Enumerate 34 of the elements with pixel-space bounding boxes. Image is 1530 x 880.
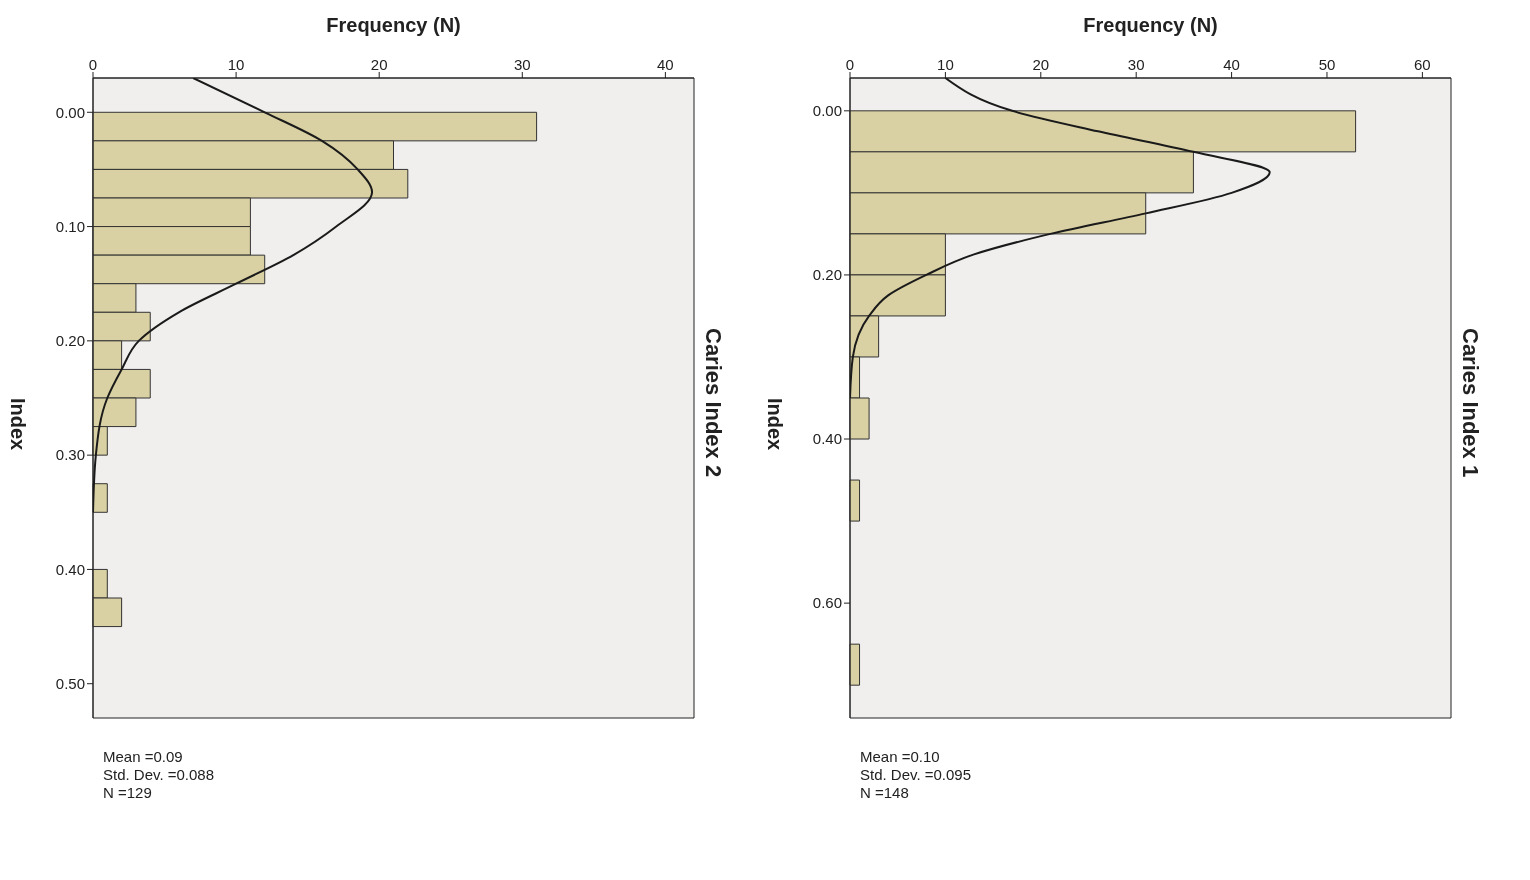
y-tick-label: 0.50	[55, 675, 85, 693]
y-tick-label: 0.20	[812, 266, 842, 284]
y-tick-label: 0.60	[812, 594, 842, 612]
x-tick-label: 30	[513, 56, 531, 73]
y-tick-label: 0.30	[55, 446, 85, 464]
y-tick-label: 0.10	[55, 217, 85, 235]
y-tick-label: 0.00	[55, 103, 85, 121]
x-tick-label: 20	[370, 56, 388, 73]
y-tick-label: 0.20	[55, 332, 85, 350]
y-axis-title: Index	[6, 398, 29, 451]
text: Mean =0.09	[103, 748, 184, 766]
x-tick-label: 60	[1414, 56, 1431, 73]
text: Caries Index 1	[1457, 328, 1483, 478]
x-tick-label: 40	[657, 56, 674, 73]
text: Std. Dev. =0.088	[103, 766, 215, 784]
x-tick-label: 10	[937, 56, 954, 73]
x-tick-label: 0	[845, 56, 855, 73]
x-tick-label: 10	[227, 56, 245, 73]
y-tick-label: 0.40	[55, 560, 85, 578]
x-tick-label: 20	[1032, 56, 1050, 73]
x-tick-label: 30	[1127, 56, 1145, 73]
x-tick-label: 50	[1318, 56, 1336, 73]
x-tick-label: 0	[88, 56, 98, 73]
x-tick-label: 40	[1223, 56, 1240, 73]
text: N =148	[860, 784, 910, 802]
x-axis-title: Frequency (N)	[1083, 14, 1218, 37]
y-axis-title: Index	[763, 398, 786, 451]
text: Caries Index 2	[700, 328, 726, 478]
text: Std. Dev. =0.095	[860, 766, 972, 784]
x-axis-title: Frequency (N)	[326, 14, 461, 37]
y-tick-label: 0.00	[812, 102, 842, 120]
text: N =129	[103, 784, 153, 802]
y-tick-label: 0.40	[812, 430, 842, 448]
text: Mean =0.10	[860, 748, 941, 766]
